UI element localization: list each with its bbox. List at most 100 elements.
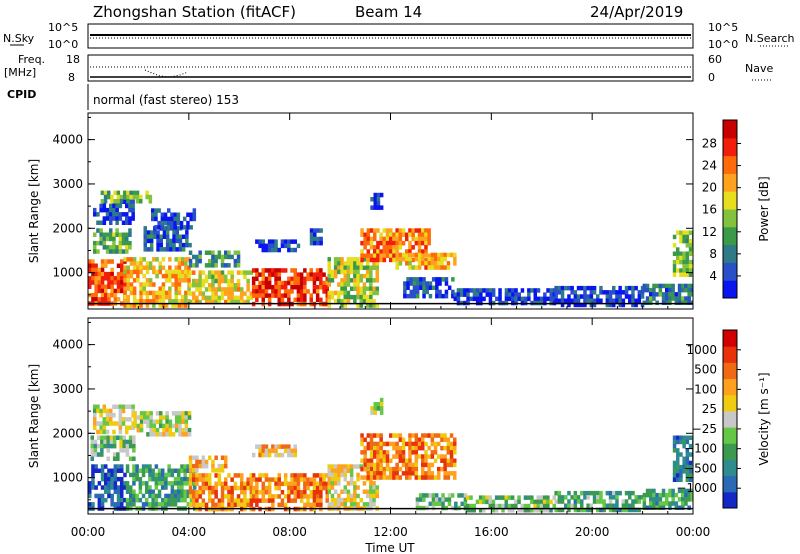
heatmap-cell <box>415 289 420 295</box>
heatmap-cell <box>155 273 159 279</box>
heatmap-cell <box>128 220 132 225</box>
colorbar-tick-label: 1000 <box>686 343 717 357</box>
colorbar-segment <box>723 120 737 139</box>
heatmap-cell <box>340 286 344 291</box>
heatmap-cell <box>104 476 108 482</box>
heatmap-cell <box>586 507 590 513</box>
heatmap-cell <box>151 212 155 217</box>
heatmap-cell <box>214 468 218 473</box>
heatmap-cell <box>97 271 102 277</box>
heatmap-cell <box>398 433 403 438</box>
heatmap-cell <box>414 445 419 451</box>
heatmap-cell <box>309 477 313 482</box>
heatmap-cell <box>414 466 419 472</box>
heatmap-cell <box>408 450 412 455</box>
heatmap-cell <box>533 292 537 297</box>
heatmap-cell <box>385 228 390 233</box>
heatmap-cell <box>105 236 110 242</box>
heatmap-cell <box>99 412 103 418</box>
heatmap-cell <box>605 294 610 299</box>
heatmap-cell <box>612 302 616 308</box>
colorbar-segment <box>723 346 737 363</box>
heatmap-cell <box>676 251 680 256</box>
heatmap-cell <box>115 232 119 237</box>
heatmap-cell <box>366 257 371 263</box>
heatmap-cell <box>211 468 215 473</box>
heatmap-cell <box>165 247 170 252</box>
heatmap-cell <box>408 261 412 266</box>
heatmap-cell <box>395 261 399 266</box>
heatmap-cell <box>375 278 379 283</box>
heatmap-cell <box>485 292 489 297</box>
heatmap-cell <box>148 472 152 478</box>
heatmap-cell <box>267 285 272 290</box>
heatmap-cell <box>411 236 415 242</box>
heatmap-cell <box>306 272 310 277</box>
heatmap-cell <box>192 468 196 473</box>
heatmap-cell <box>198 274 202 280</box>
heatmap-cell <box>621 499 626 504</box>
heatmap-cell <box>478 495 483 500</box>
heatmap-cell <box>360 475 364 480</box>
heatmap-cell <box>132 294 137 300</box>
heatmap-cell <box>104 497 108 503</box>
heatmap-cell <box>424 450 428 455</box>
heatmap-cell <box>120 263 124 268</box>
heatmap-cell <box>293 247 297 253</box>
heatmap-cell <box>112 249 116 254</box>
heatmap-cell <box>102 220 107 225</box>
heatmap-cell <box>169 238 173 244</box>
heatmap-cell <box>107 297 111 302</box>
heatmap-cell <box>220 287 225 292</box>
heatmap-cell <box>173 216 177 222</box>
heatmap-cell <box>349 493 354 499</box>
heatmap-cell <box>116 468 121 473</box>
heatmap-cell <box>230 485 234 491</box>
heatmap-cell <box>392 236 396 242</box>
heatmap-cell <box>677 505 682 510</box>
heatmap-cell <box>261 490 265 495</box>
heatmap-cell <box>158 290 162 296</box>
heatmap-cell <box>369 481 373 486</box>
nave-tick-bottom: 0 <box>708 71 715 84</box>
heatmap-cell <box>129 269 134 275</box>
heatmap-cell <box>599 499 603 504</box>
heatmap-cell <box>290 448 294 454</box>
heatmap-cell <box>173 220 177 226</box>
heatmap-cell <box>102 425 107 430</box>
heatmap-cell <box>283 448 288 454</box>
heatmap-cell <box>421 471 425 476</box>
heatmap-cell <box>174 299 178 304</box>
heatmap-cell <box>97 267 102 273</box>
heatmap-cell <box>322 289 326 294</box>
heatmap-cell <box>322 285 326 290</box>
heatmap-cell <box>136 269 140 275</box>
heatmap-cell <box>560 294 565 299</box>
heatmap-cell <box>498 288 502 293</box>
heatmap-cell <box>376 433 380 438</box>
heatmap-cell <box>267 490 272 495</box>
heatmap-cell <box>340 278 344 283</box>
heatmap-cell <box>152 303 156 308</box>
heatmap-cell <box>143 238 147 244</box>
heatmap-cell <box>152 299 156 304</box>
heatmap-cell <box>271 444 275 449</box>
heatmap-cell <box>100 288 105 294</box>
heatmap-cell <box>411 462 415 468</box>
heatmap-cell <box>554 294 558 299</box>
heatmap-cell <box>145 468 149 473</box>
colorbar-segment <box>723 443 737 460</box>
heatmap-cell <box>113 190 117 196</box>
heatmap-cell <box>110 194 114 200</box>
heatmap-cell <box>333 265 338 270</box>
heatmap-cell <box>145 497 149 503</box>
heatmap-cell <box>180 303 185 308</box>
heatmap-cell <box>599 495 603 500</box>
heatmap-cell <box>373 192 377 198</box>
heatmap-cell <box>631 507 635 513</box>
heatmap-cell <box>612 285 616 291</box>
heatmap-cell <box>94 485 98 490</box>
heatmap-cell <box>99 425 103 430</box>
heatmap-cell <box>287 247 291 253</box>
heatmap-cell <box>208 485 212 491</box>
